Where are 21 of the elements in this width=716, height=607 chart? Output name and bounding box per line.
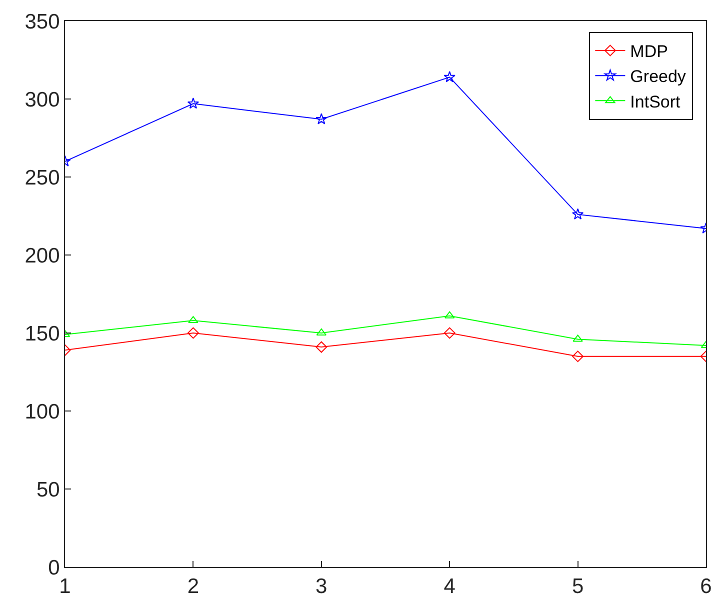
point bbox=[316, 113, 328, 124]
y-tick-label: 200 bbox=[24, 244, 60, 268]
y-tick-label: 150 bbox=[24, 322, 60, 346]
y-tick-label: 0 bbox=[48, 556, 60, 580]
legend-label: MDP bbox=[630, 42, 668, 62]
x-tick-label: 6 bbox=[700, 575, 712, 598]
x-tick-label: 3 bbox=[316, 575, 328, 598]
x-tick-label: 4 bbox=[444, 575, 456, 598]
y-tick-label: 350 bbox=[24, 10, 60, 34]
y-tick-label: 300 bbox=[24, 88, 60, 112]
y-tick-label: 50 bbox=[36, 478, 60, 502]
point bbox=[316, 341, 328, 353]
point bbox=[444, 327, 456, 339]
legend-label: IntSort bbox=[630, 92, 681, 112]
x-tick-label: 1 bbox=[59, 575, 71, 598]
legend-label: Greedy bbox=[630, 67, 686, 86]
x-tick-label: 2 bbox=[187, 575, 200, 598]
x-tick-label: 5 bbox=[572, 575, 584, 598]
y-tick-label: 250 bbox=[24, 166, 60, 190]
y-tick-label: 100 bbox=[24, 400, 60, 424]
point bbox=[444, 71, 456, 82]
